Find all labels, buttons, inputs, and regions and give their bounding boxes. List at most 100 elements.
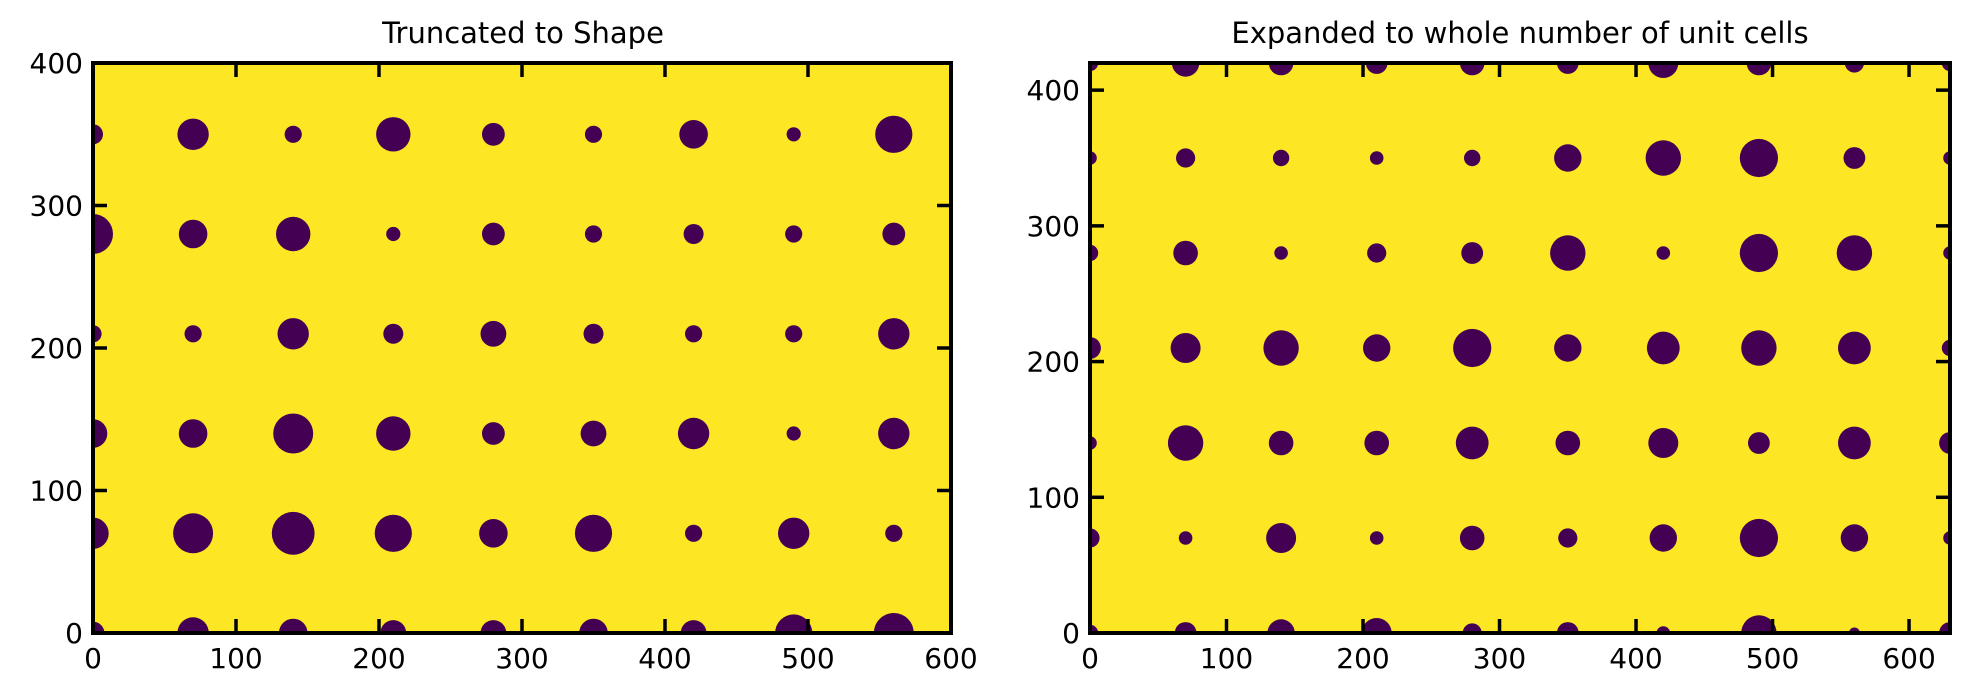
scatter-point: [683, 224, 704, 244]
scatter-point: [1173, 240, 1198, 266]
left-panel: Truncated to Shape 0 100 200 300 400 500 600 0 1…: [30, 16, 978, 675]
scatter-point: [785, 325, 803, 343]
scatter-point: [786, 127, 801, 142]
scatter-point: [376, 117, 411, 152]
y-tick-label: 100: [1027, 481, 1080, 514]
scatter-point: [1263, 330, 1299, 366]
scatter-point: [284, 125, 302, 143]
scatter-point: [1555, 430, 1581, 456]
scatter-point: [273, 413, 314, 454]
x-tick-label: 100: [209, 642, 262, 675]
y-tick-label: 200: [1027, 346, 1080, 379]
scatter-point: [177, 617, 209, 633]
scatter-point: [677, 417, 710, 450]
left-plot-area: 0 100 200 300 400 500 600 0 100 200 300 400: [30, 47, 978, 675]
scatter-point: [685, 325, 703, 343]
x-tick-label: 0: [84, 642, 102, 675]
scatter-point: [685, 524, 703, 542]
scatter-point: [1746, 63, 1772, 76]
right-plot-frame: [1088, 61, 1952, 635]
scatter-point: [1178, 531, 1193, 545]
scatter-point: [1558, 528, 1578, 548]
scatter-point: [1646, 331, 1680, 365]
scatter-point: [878, 417, 910, 450]
scatter-point: [1739, 518, 1778, 558]
scatter-point: [93, 419, 108, 448]
scatter-point: [1455, 426, 1489, 460]
scatter-point: [1939, 432, 1950, 454]
scatter-point: [1649, 524, 1678, 552]
scatter-point: [778, 517, 810, 549]
scatter-point: [1090, 528, 1100, 548]
scatter-point: [1364, 430, 1389, 456]
scatter-point: [1554, 334, 1582, 362]
scatter-point: [1941, 63, 1950, 72]
scatter-point: [775, 614, 813, 633]
y-tick-label: 400: [30, 47, 83, 80]
scatter-point: [1464, 149, 1481, 167]
scatter-point: [1369, 151, 1384, 165]
right-chart-title: Expanded to whole number of unit cells: [1231, 16, 1808, 50]
scatter-point: [1741, 330, 1777, 366]
scatter-point: [1266, 523, 1297, 553]
x-tick-label: 100: [1200, 642, 1253, 675]
scatter-point: [177, 118, 209, 150]
scatter-point: [1836, 235, 1873, 271]
scatter-point: [786, 426, 801, 441]
scatter-point: [93, 124, 103, 145]
scatter-point: [1462, 623, 1482, 633]
scatter-point: [1838, 426, 1871, 460]
x-tick-label: 200: [352, 642, 405, 675]
scatter-point: [1367, 243, 1387, 263]
scatter-point: [882, 222, 906, 246]
scatter-point: [1941, 339, 1950, 357]
scatter-point: [1556, 622, 1579, 633]
y-tick-label: 400: [1027, 74, 1080, 107]
scatter-point: [480, 620, 507, 633]
y-tick-label: 300: [30, 190, 83, 223]
scatter-point: [1365, 63, 1388, 74]
scatter-point: [885, 524, 903, 542]
scatter-point: [1274, 246, 1288, 260]
scatter-point: [1363, 334, 1391, 362]
scatter-point: [93, 517, 109, 549]
scatter-point: [873, 613, 914, 633]
scatter-point: [1459, 525, 1485, 551]
scatter-point: [482, 422, 505, 445]
scatter-point: [1174, 622, 1197, 633]
left-dots: [93, 115, 914, 633]
scatter-point: [1645, 140, 1682, 176]
scatter-point: [1739, 233, 1778, 273]
x-tick-label: 400: [1609, 642, 1662, 675]
scatter-point: [1170, 333, 1201, 363]
scatter-point: [480, 320, 507, 347]
scatter-point: [878, 318, 910, 350]
x-tick-label: 600: [1882, 642, 1935, 675]
scatter-point: [1268, 430, 1294, 456]
right-panel: Expanded to whole number of unit cells 0…: [1027, 16, 1952, 675]
scatter-point: [1554, 144, 1582, 172]
scatter-point: [1648, 63, 1679, 78]
scatter-point: [1840, 524, 1869, 552]
x-tick-label: 0: [1081, 642, 1099, 675]
scatter-point: [1090, 624, 1099, 633]
x-tick-label: 500: [781, 642, 834, 675]
x-tick-label: 200: [1336, 642, 1389, 675]
y-tick-label: 100: [30, 475, 83, 508]
scatter-point: [376, 416, 411, 451]
scatter-point: [93, 325, 102, 343]
scatter-point: [278, 618, 308, 633]
scatter-point: [482, 122, 505, 146]
y-tick-label: 0: [1062, 617, 1080, 650]
scatter-point: [680, 620, 707, 633]
scatter-point: [1369, 531, 1384, 545]
right-plot-area: 0 100 200 300 400 500 600 0 100 200 300 400: [1027, 61, 1952, 675]
x-tick-label: 300: [1473, 642, 1526, 675]
scatter-point: [386, 226, 401, 242]
scatter-point: [1748, 432, 1770, 454]
scatter-point: [482, 222, 505, 246]
x-tick-label: 400: [638, 642, 691, 675]
scatter-point: [584, 225, 603, 243]
scatter-point: [1550, 235, 1586, 271]
